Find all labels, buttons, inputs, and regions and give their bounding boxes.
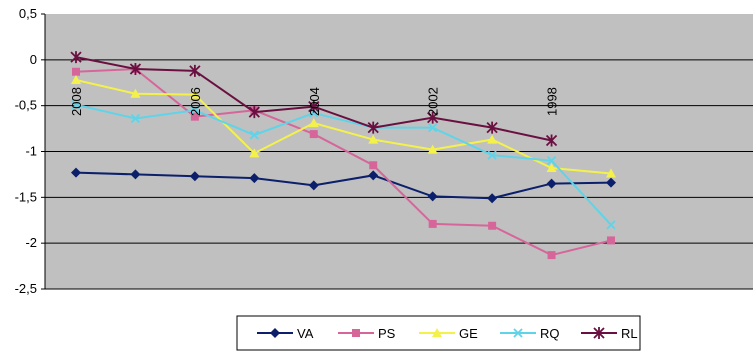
- data-point-rl: [486, 121, 498, 134]
- data-point-rq: [428, 123, 438, 133]
- legend-marker: [513, 328, 523, 338]
- legend-item-va: VA: [257, 326, 314, 341]
- data-point-ps: [369, 161, 378, 170]
- legend-marker: [352, 329, 360, 337]
- y-tick-label: 0,5: [19, 6, 37, 21]
- data-point-ge: [427, 144, 438, 154]
- legend-label: PS: [378, 326, 396, 341]
- data-point-rl: [129, 63, 142, 75]
- data-point-ps: [190, 112, 199, 121]
- data-point-ge: [308, 118, 319, 128]
- x-axis-labels: 2008 2006 2004 2002 1998: [69, 87, 560, 116]
- data-point-rq: [606, 220, 616, 230]
- y-tick-label: 0: [30, 52, 37, 67]
- data-point-rl: [427, 111, 439, 124]
- series-line-rq: [75, 103, 612, 226]
- data-point-ge: [368, 134, 379, 144]
- y-axis: 0,5 0 -0,5 -1 -1,5 -2 -2,5: [15, 6, 46, 296]
- legend-marker: [270, 328, 280, 338]
- x-tick-label: 2004: [307, 87, 322, 116]
- data-point-va: [308, 180, 319, 191]
- data-point-ge: [71, 75, 81, 84]
- data-point-va: [427, 191, 438, 202]
- legend-item-rq: RQ: [500, 326, 560, 341]
- data-point-rl: [545, 134, 558, 147]
- data-point-rq: [130, 113, 141, 124]
- data-point-ps: [309, 130, 318, 139]
- legend-label: GE: [459, 326, 478, 341]
- data-point-va: [249, 173, 260, 184]
- data-point-va: [368, 170, 379, 181]
- data-point-rl: [189, 64, 201, 77]
- y-tick-label: -0,5: [15, 98, 37, 113]
- data-point-rl: [367, 121, 379, 134]
- legend-label: VA: [297, 326, 314, 341]
- y-tick-label: -1,5: [15, 189, 37, 204]
- data-point-va: [487, 193, 498, 204]
- data-point-ge: [189, 89, 200, 99]
- series-rl: [70, 51, 558, 147]
- data-point-rl: [248, 106, 260, 119]
- x-tick-label: 2008: [69, 87, 84, 116]
- data-point-ps: [488, 221, 497, 230]
- data-point-rq: [487, 150, 497, 160]
- data-point-ps: [547, 251, 556, 260]
- data-point-va: [606, 177, 616, 188]
- data-point-va: [189, 171, 200, 182]
- x-tick-label: 2002: [426, 87, 441, 116]
- legend-item-ge: GE: [419, 326, 478, 341]
- y-tick-label: -2,5: [15, 281, 37, 296]
- data-point-va: [546, 178, 557, 189]
- data-point-rq: [546, 156, 557, 166]
- data-point-ge: [606, 168, 616, 178]
- data-point-rq: [71, 100, 81, 110]
- data-point-ge: [487, 134, 498, 144]
- y-tick-label: -2: [25, 235, 37, 250]
- legend-item-ps: PS: [338, 326, 396, 341]
- legend-label: RQ: [540, 326, 560, 341]
- legend-item-rl: RL: [581, 326, 638, 341]
- series-line-ps: [75, 67, 612, 257]
- series-lines: [70, 51, 616, 260]
- data-point-ge: [546, 163, 557, 172]
- series-line-va: [75, 171, 612, 200]
- series-va: [71, 167, 616, 204]
- legend-marker: [432, 328, 442, 337]
- data-point-ge: [249, 148, 260, 158]
- data-point-rl: [70, 51, 82, 64]
- legend-label: RL: [621, 326, 638, 341]
- series-ge: [71, 75, 616, 178]
- data-point-rq: [249, 130, 259, 140]
- data-point-ps: [72, 67, 80, 76]
- data-point-rl: [308, 100, 320, 113]
- gridlines: [45, 59, 753, 290]
- data-point-va: [71, 167, 81, 178]
- series-line-ge: [75, 79, 612, 175]
- legend-marker: [593, 327, 605, 339]
- data-point-ps: [607, 236, 615, 245]
- x-tick-label: 1998: [545, 87, 560, 116]
- series-ps: [72, 65, 615, 260]
- data-point-va: [130, 169, 141, 180]
- data-point-ps: [428, 219, 437, 228]
- legend: VA PS GE RQ RL: [257, 326, 638, 341]
- y-tick-label: -1: [25, 144, 37, 159]
- data-point-rq: [190, 105, 200, 115]
- data-point-ge: [130, 88, 141, 98]
- x-tick-label: 2006: [188, 87, 203, 116]
